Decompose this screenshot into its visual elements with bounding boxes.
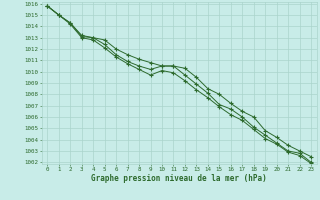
X-axis label: Graphe pression niveau de la mer (hPa): Graphe pression niveau de la mer (hPa) bbox=[91, 174, 267, 183]
